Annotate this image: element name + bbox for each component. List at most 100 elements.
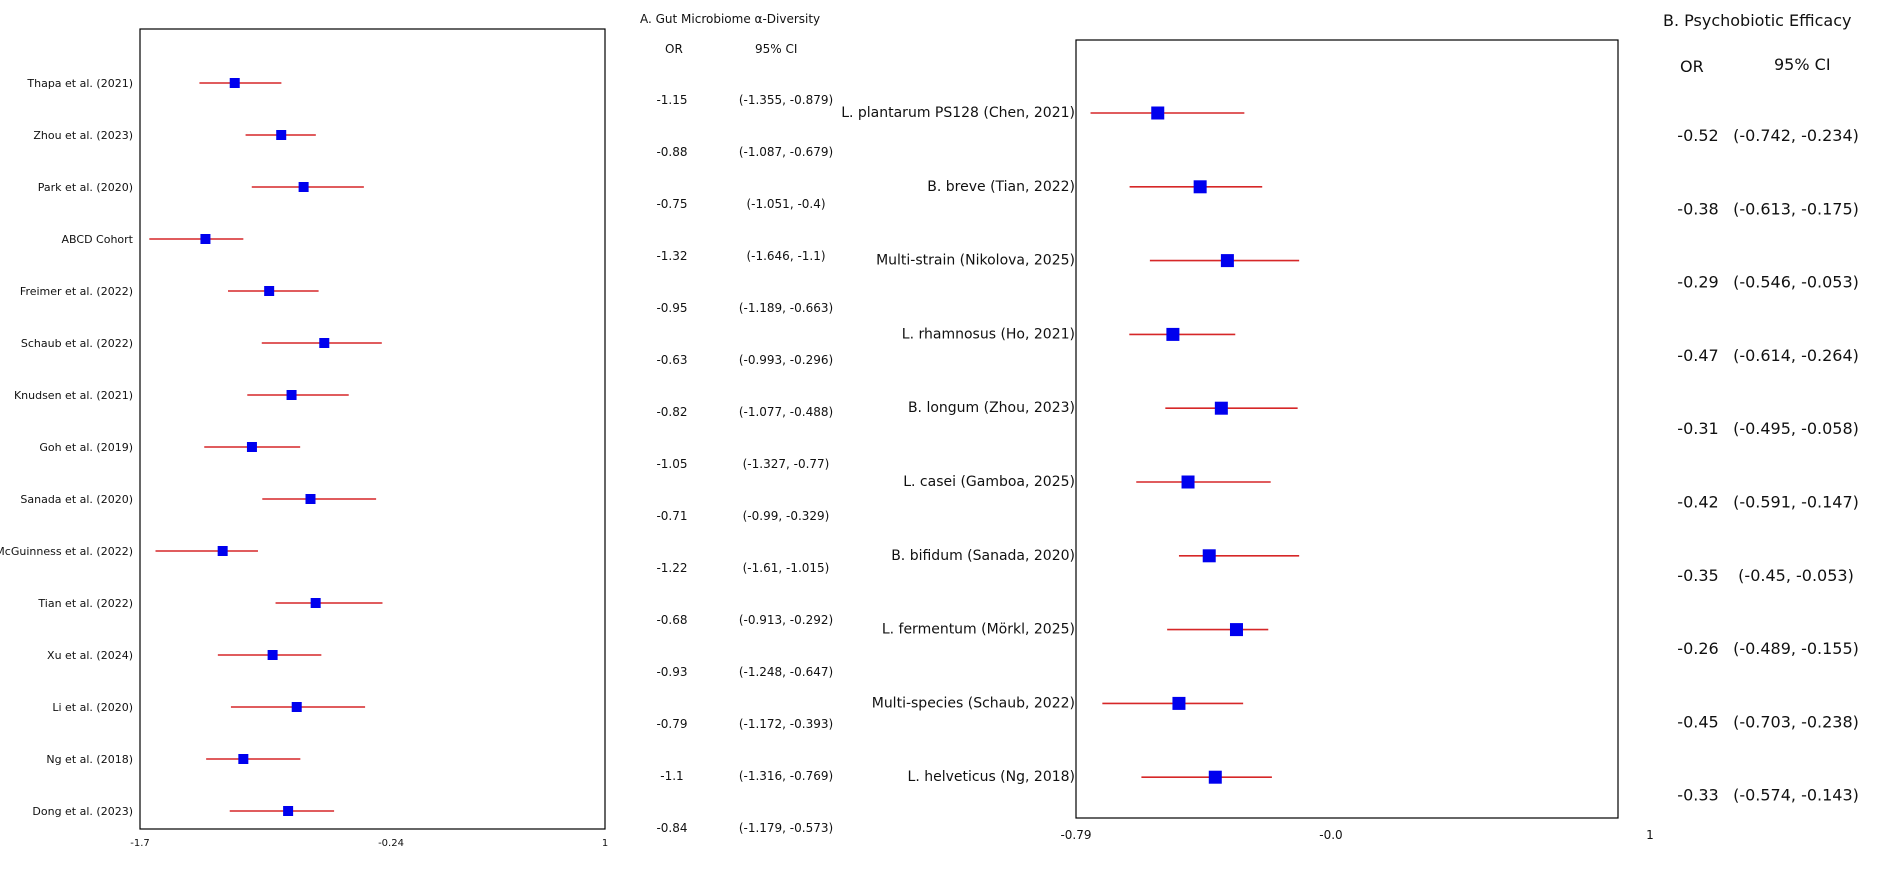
panel-b-study-label: Multi-species (Schaub, 2022) — [872, 695, 1075, 711]
panel-a-or-marker — [283, 806, 294, 816]
panel-b-or-marker — [1151, 106, 1165, 120]
panel-b-study-label: L. plantarum PS128 (Chen, 2021) — [841, 105, 1075, 121]
panel-b-ci-value: (-0.45, -0.053) — [1738, 566, 1854, 585]
panel-b-study-label: L. fermentum (Mörkl, 2025) — [882, 622, 1075, 638]
panel-a-study-label: Zhou et al. (2023) — [33, 129, 133, 142]
panel-a-or-marker — [291, 702, 302, 712]
panel-b-x-tick-mid: -0.0 — [1319, 828, 1342, 842]
panel-a-or-marker — [267, 650, 278, 660]
panel-a-title: A. Gut Microbiome α-Diversity — [640, 12, 820, 26]
panel-b-study-row: L. helveticus (Ng, 2018) -0.33 (-0.574, -0… — [908, 769, 1859, 805]
panel-a-study-row: Goh et al. (2019) -1.05 (-1.327, -0.77) — [39, 441, 829, 471]
panel-a-ci-value: (-1.316, -0.769) — [739, 769, 833, 783]
panel-a-or-value: -0.79 — [656, 717, 687, 731]
panel-b-ci-value: (-0.613, -0.175) — [1733, 199, 1859, 218]
panel-b-study-label: L. rhamnosus (Ho, 2021) — [902, 326, 1075, 342]
panel-b-study-row: L. casei (Gamboa, 2025) -0.42 (-0.591, -0.… — [903, 474, 1859, 512]
panel-a-or-marker — [238, 754, 249, 764]
panel-b-or-marker — [1202, 549, 1216, 563]
panel-a-study-row: Knudsen et al. (2021) -0.82 (-1.077, -0.48… — [14, 389, 833, 419]
panel-a-or-value: -0.95 — [656, 301, 687, 315]
panel-a-study-row: Thapa et al. (2021) -1.15 (-1.355, -0.879) — [26, 77, 833, 107]
panel-b-or-marker — [1166, 327, 1180, 341]
panel-b-study-row: B. breve (Tian, 2022) -0.38 (-0.613, -0.17… — [927, 179, 1859, 219]
panel-b-or-marker — [1229, 623, 1243, 637]
panel-b-ci-value: (-0.591, -0.147) — [1733, 493, 1859, 512]
panel-a-ci-value: (-1.077, -0.488) — [739, 405, 833, 419]
panel-b-study-row: B. longum (Zhou, 2023) -0.31 (-0.495, -0.0… — [908, 400, 1859, 438]
panel-b-or-value: -0.45 — [1677, 712, 1718, 731]
panel-b-study-row: L. plantarum PS128 (Chen, 2021) -0.52 (-0.… — [841, 105, 1859, 145]
panel-a-study-label: Thapa et al. (2021) — [26, 77, 133, 90]
panel-a-study-label: Ng et al. (2018) — [46, 753, 133, 766]
panel-b-ci-value: (-0.574, -0.143) — [1733, 786, 1859, 805]
panel-a-study-label: Park et al. (2020) — [38, 181, 133, 194]
panel-a-study-row: Xu et al. (2024) -0.93 (-1.248, -0.647) — [47, 649, 833, 679]
panel-a-ci-header: 95% CI — [755, 42, 797, 56]
panel-a-ci-value: (-1.051, -0.4) — [746, 197, 825, 211]
panel-a-ci-value: (-1.61, -1.015) — [743, 561, 830, 575]
panel-a-or-value: -0.82 — [656, 405, 687, 419]
panel-a-or-value: -0.68 — [656, 613, 687, 627]
panel-b-ci-value: (-0.703, -0.238) — [1733, 712, 1859, 731]
panel-a-or-marker — [217, 546, 228, 556]
panel-a-or-value: -1.15 — [656, 93, 687, 107]
panel-b-or-marker — [1193, 180, 1207, 194]
panel-b-ci-value: (-0.614, -0.264) — [1733, 346, 1859, 365]
panel-a-or-marker — [246, 442, 257, 452]
panel-b-study-label: B. bifidum (Sanada, 2020) — [891, 548, 1075, 564]
panel-a-or-marker — [319, 338, 330, 348]
panel-a-or-value: -0.84 — [656, 821, 687, 835]
panel-b-or-value: -0.35 — [1677, 566, 1718, 585]
panel-a-x-tick-max: 1 — [602, 838, 608, 849]
panel-a-study-label: Xu et al. (2024) — [47, 649, 133, 662]
panel-b-or-marker — [1181, 475, 1195, 489]
panel-b-study-label: B. longum (Zhou, 2023) — [908, 400, 1075, 416]
panel-b-or-marker — [1208, 770, 1222, 784]
panel-a-ci-value: (-1.248, -0.647) — [739, 665, 833, 679]
panel-a-or-marker — [276, 130, 287, 140]
panel-a-or-value: -0.75 — [656, 197, 687, 211]
panel-a-study-row: Ng et al. (2018) -1.1 (-1.316, -0.769) — [46, 753, 833, 783]
panel-a-ci-value: (-1.087, -0.679) — [739, 145, 833, 159]
panel-b-or-marker — [1220, 254, 1234, 268]
panel-a-study-row: Zhou et al. (2023) -0.88 (-1.087, -0.679) — [33, 129, 833, 159]
panel-a-or-marker — [200, 234, 211, 244]
panel-a-or-value: -1.1 — [660, 769, 683, 783]
panel-a-or-value: -1.22 — [656, 561, 687, 575]
panel-a-ci-value: (-1.179, -0.573) — [739, 821, 833, 835]
panel-a-or-marker — [229, 78, 240, 88]
panel-b-study-row: Multi-strain (Nikolova, 2025) -0.29 (-0.54… — [876, 253, 1859, 292]
panel-a-study-row: Schaub et al. (2022) -0.63 (-0.993, -0.296… — [21, 337, 833, 367]
panel-a-study-label: Dong et al. (2023) — [32, 805, 133, 818]
panel-b-study-row: L. rhamnosus (Ho, 2021) -0.47 (-0.614, -0.… — [902, 326, 1859, 365]
panel-a-or-value: -0.71 — [656, 509, 687, 523]
panel-a-or-marker — [286, 390, 297, 400]
panel-b-x-tick-max: 1 — [1646, 828, 1654, 842]
panel-a-study-label: ABCD Cohort — [62, 233, 134, 246]
panel-b-ci-value: (-0.546, -0.053) — [1733, 273, 1859, 292]
panel-a-study-row: Park et al. (2020) -0.75 (-1.051, -0.4) — [38, 181, 826, 211]
panel-a-x-tick-min: -1.7 — [130, 838, 150, 849]
panel-a-ci-value: (-0.99, -0.329) — [743, 509, 830, 523]
panel-b-ci-value: (-0.489, -0.155) — [1733, 639, 1859, 658]
panel-a-ci-value: (-1.646, -1.1) — [746, 249, 825, 263]
panel-a-or-value: -0.88 — [656, 145, 687, 159]
panel-a-ci-value: (-1.189, -0.663) — [739, 301, 833, 315]
panel-a-ci-value: (-1.355, -0.879) — [739, 93, 833, 107]
panel-b-or-value: -0.38 — [1677, 199, 1718, 218]
panel-b-or-value: -0.47 — [1677, 346, 1718, 365]
panel-a: A. Gut Microbiome α-Diversity OR 95% CI … — [0, 12, 833, 849]
panel-b-or-marker — [1214, 401, 1228, 415]
panel-a-study-label: Tian et al. (2022) — [37, 597, 133, 610]
panel-b-or-marker — [1172, 696, 1186, 710]
panel-b-ci-value: (-0.495, -0.058) — [1733, 419, 1859, 438]
panel-a-or-value: -1.05 — [656, 457, 687, 471]
panel-a-study-label: Sanada et al. (2020) — [20, 493, 133, 506]
panel-b-study-row: Multi-species (Schaub, 2022) -0.45 (-0.703… — [872, 695, 1859, 731]
panel-b-or-value: -0.29 — [1677, 273, 1718, 292]
panel-b-or-value: -0.33 — [1677, 786, 1718, 805]
panel-a-ci-value: (-0.913, -0.292) — [739, 613, 833, 627]
panel-b-or-value: -0.42 — [1677, 493, 1718, 512]
